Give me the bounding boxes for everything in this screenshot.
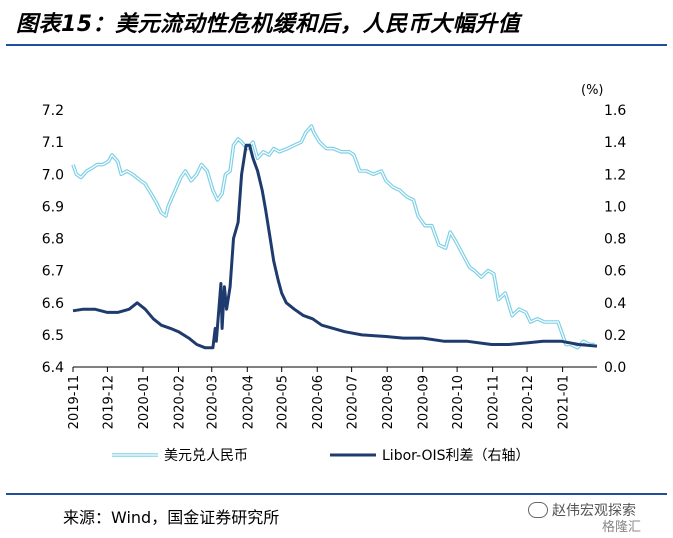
y-right-tick-label: 0.2: [604, 328, 626, 344]
x-tick-label: 2020-03: [206, 375, 221, 429]
x-tick-label: 2020-04: [241, 375, 256, 429]
watermark-text: 赵伟宏观探索: [552, 503, 636, 519]
y-left-tick-label: 6.7: [42, 264, 64, 280]
x-tick-label: 2020-05: [276, 375, 291, 429]
x-tick-label: 2020-07: [346, 375, 361, 429]
y-right-tick-label: 0.0: [604, 360, 626, 376]
x-tick-label: 2020-01: [137, 375, 152, 429]
watermark: 赵伟宏观探索: [528, 500, 636, 520]
x-tick-label: 2021-01: [557, 375, 572, 429]
x-tick-label: 2020-11: [487, 375, 502, 429]
footer-rule: [6, 493, 667, 495]
x-tick-label: 2020-12: [521, 375, 536, 429]
y-left-tick-label: 7.0: [42, 167, 64, 183]
legend-label-rmb: 美元兑人民币: [164, 448, 248, 464]
y-right-unit: (%): [581, 83, 604, 98]
y-left-tick-label: 6.6: [42, 296, 64, 312]
y-left-tick-label: 6.4: [42, 360, 64, 376]
y-left-tick-label: 7.2: [42, 103, 64, 119]
chart-title: 图表15：美元流动性危机缓和后，人民币大幅升值: [16, 12, 521, 37]
title-rule: [6, 44, 667, 46]
y-left-tick-label: 6.8: [42, 232, 64, 248]
y-right-tick-label: 0.6: [604, 264, 626, 280]
legend-label-libor: Libor-OIS利差（右轴）: [382, 448, 529, 464]
y-right-tick-label: 1.0: [604, 199, 626, 215]
y-right-tick-label: 0.4: [604, 296, 626, 312]
watermark-sub: 格隆汇: [602, 520, 642, 535]
y-left-tick-label: 6.5: [42, 328, 64, 344]
y-left-tick-label: 6.9: [42, 199, 64, 215]
x-tick-label: 2020-08: [381, 375, 396, 429]
x-tick-label: 2020-10: [451, 375, 466, 429]
x-tick-label: 2019-11: [67, 375, 82, 429]
y-left-tick-label: 7.1: [42, 135, 64, 151]
source-note: 来源：Wind，国金证券研究所: [63, 508, 280, 527]
y-right-tick-label: 1.2: [604, 167, 626, 183]
y-right-tick-label: 1.4: [604, 135, 626, 151]
y-right-tick-label: 1.6: [604, 103, 626, 119]
x-tick-label: 2020-09: [417, 375, 432, 429]
x-tick-label: 2020-06: [311, 375, 326, 429]
series-line-libor: [72, 143, 598, 350]
line-chart: 6.4 6.5 6.6 6.7 6.8 6.9 7.0 7.1 7.2 0.0 0.2 0.4 0.6 0…: [42, 83, 627, 464]
x-tick-label: 2019-12: [101, 375, 116, 429]
x-tick-label: 2020-02: [172, 375, 187, 429]
wechat-icon: [528, 502, 548, 518]
series-line-rmb-inner: [72, 125, 595, 349]
y-right-tick-label: 0.8: [604, 232, 626, 248]
